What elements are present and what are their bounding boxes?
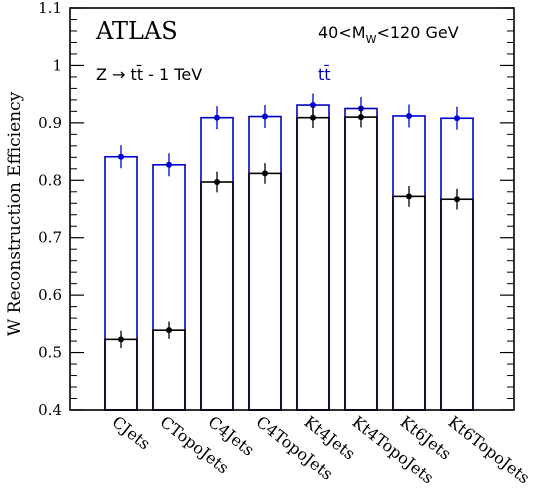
bar-black — [152, 329, 186, 411]
marker-black — [214, 179, 220, 186]
bar-blue — [152, 163, 186, 411]
marker-black — [310, 114, 316, 121]
legend-series-black: Z → tt̄ - 1 TeV — [96, 65, 202, 84]
y-tick-label: 0.5 — [38, 344, 62, 362]
bar-blue — [296, 104, 330, 411]
y-tick-label: 0.9 — [38, 114, 62, 132]
bar-black — [200, 181, 234, 411]
marker-black — [358, 114, 364, 121]
bar-black — [344, 116, 378, 411]
marker-black — [166, 327, 172, 334]
y-tick-label: 1 — [52, 56, 62, 74]
bar-black — [296, 116, 330, 411]
y-tick-label: 0.6 — [38, 286, 62, 304]
experiment-label: ATLAS — [95, 17, 178, 45]
bar-black — [248, 172, 282, 411]
bar-blue — [344, 107, 378, 411]
bars-layer — [104, 93, 474, 411]
x-tick-label: CJets — [109, 412, 154, 453]
x-axis-labels: CJets CTopoJetsC4JetsC4TopoJetsKt4JetsKt4… — [109, 412, 534, 487]
mass-window-subscript: W — [366, 33, 377, 46]
bar-blue — [200, 116, 234, 411]
y-axis-ticks: 0.4 0.5 0.6 0.7 0.8 0.9 1 1.1 — [38, 0, 514, 419]
marker-blue — [166, 161, 172, 168]
marker-blue — [262, 113, 268, 120]
y-tick-label: 0.8 — [38, 171, 62, 189]
mass-window-suffix: <120 GeV — [376, 23, 458, 42]
bar-blue — [392, 115, 426, 411]
legend-series-blue: tt̄ — [318, 65, 331, 84]
x-tick-label: Kt6TopoJets — [445, 412, 534, 487]
marker-black — [406, 193, 412, 200]
marker-black — [454, 196, 460, 203]
y-tick-label: 1.1 — [38, 0, 62, 17]
marker-blue — [214, 114, 220, 121]
marker-blue — [310, 102, 316, 109]
y-axis-label: W Reconstruction Efficiency — [5, 91, 25, 336]
marker-black — [262, 170, 268, 177]
mass-window-prefix: 40<M — [318, 23, 366, 42]
y-tick-label: 0.7 — [38, 229, 62, 247]
marker-blue — [118, 153, 124, 160]
y-tick-label: 0.4 — [38, 401, 62, 419]
mass-window-label: 40<MW<120 GeV — [318, 23, 459, 46]
marker-blue — [454, 115, 460, 122]
marker-black — [118, 336, 124, 343]
marker-blue — [406, 112, 412, 119]
plot-frame — [69, 7, 515, 411]
bar-black — [392, 195, 426, 411]
bar-black — [440, 198, 474, 411]
bar-blue — [104, 155, 138, 411]
bar-black — [104, 338, 138, 411]
bar-blue — [440, 117, 474, 411]
bar-blue — [248, 115, 282, 411]
